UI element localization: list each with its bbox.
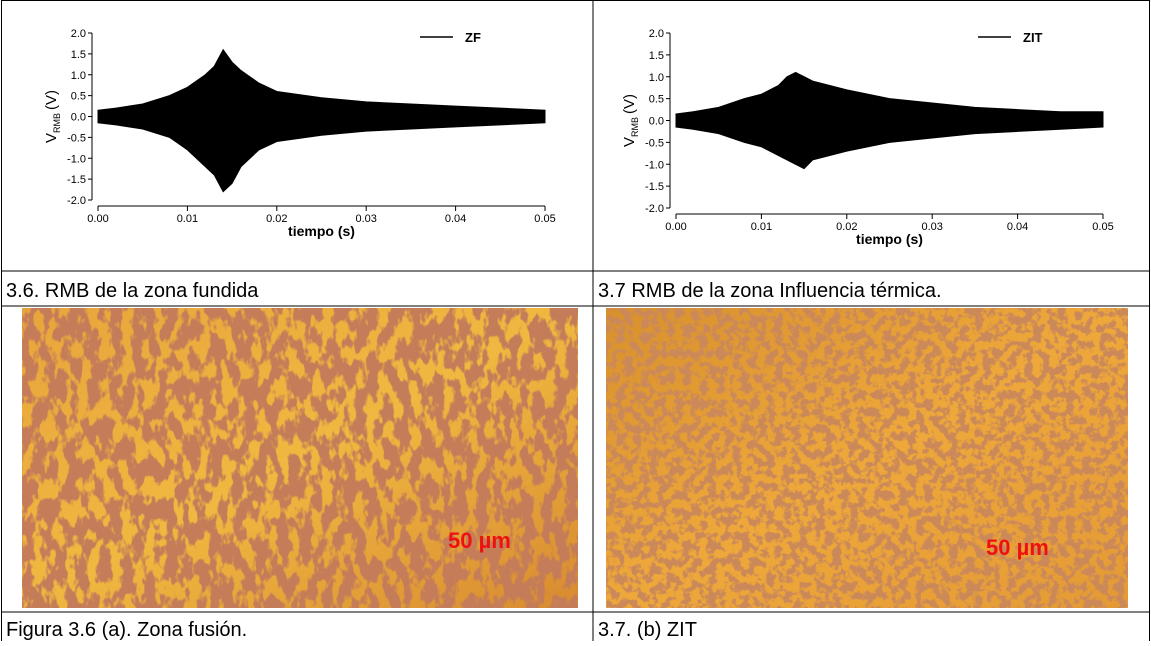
y-tick-label: -0.5 xyxy=(645,137,664,149)
caption: 3.7 RMB de la zona Influencia térmica. xyxy=(598,280,942,302)
y-tick-label: 0.5 xyxy=(71,91,86,103)
y-axis-label: VRMB (V) xyxy=(621,94,640,147)
y-tick-label: -1.5 xyxy=(645,181,664,193)
y-tick-label: 1.5 xyxy=(649,50,664,62)
caption: 3.6. RMB de la zona fundida xyxy=(6,280,259,302)
y-tick-label: 0.0 xyxy=(649,116,664,128)
y-tick-label: 2.0 xyxy=(649,28,664,40)
y-axis-label: VRMB (V) xyxy=(43,90,62,143)
x-tick-label: 0.05 xyxy=(1092,221,1113,233)
x-tick-label: 0.02 xyxy=(836,221,857,233)
y-tick-label: -2.0 xyxy=(67,195,86,207)
y-tick-label: 1.5 xyxy=(71,49,86,61)
y-tick-label: -1.5 xyxy=(67,174,86,186)
y-tick-label: 1.0 xyxy=(71,70,86,82)
y-tick-label: -1.0 xyxy=(645,159,664,171)
x-axis-label: tiempo (s) xyxy=(288,223,355,239)
chart: -2.0 -1.5 -1.0 -0.5 0.0 0.5 1.0 1.5 2.0 0.00 0.01 0… xyxy=(621,28,1114,247)
y-tick-label: -0.5 xyxy=(67,132,86,144)
y-tick-label: -1.0 xyxy=(67,153,86,165)
chart: -2.0 -1.5 -1.0 -0.5 0.0 0.5 1.0 1.5 2.0 0.00 0.01 0… xyxy=(43,28,556,239)
legend-label: ZF xyxy=(465,30,481,45)
x-tick-label: 0.01 xyxy=(751,221,772,233)
x-tick-label: 0.03 xyxy=(921,221,942,233)
scale-label: 50 µm xyxy=(986,535,1049,560)
legend-label: ZIT xyxy=(1023,30,1043,45)
y-tick-label: 0.5 xyxy=(649,94,664,106)
x-tick-label: 0.02 xyxy=(266,213,287,225)
y-tick-label: 2.0 xyxy=(71,28,86,40)
y-tick-label: 1.0 xyxy=(649,72,664,84)
caption: 3.7. (b) ZIT xyxy=(598,619,697,641)
y-label-unit: (V) xyxy=(43,90,60,110)
micrograph: 50 µm xyxy=(22,308,578,608)
y-label-main: V xyxy=(43,133,60,143)
y-label-sub: RMB xyxy=(52,113,62,133)
x-tick-label: 0.04 xyxy=(1007,221,1028,233)
scale-label: 50 µm xyxy=(448,528,511,553)
x-tick-label: 0.03 xyxy=(355,213,376,225)
charts: -2.0 -1.5 -1.0 -0.5 0.0 0.5 1.0 1.5 2.0 0.00 0.01 0… xyxy=(43,28,1114,247)
micrograph: 50 µm xyxy=(606,308,1128,608)
y-label-unit: (V) xyxy=(621,94,638,114)
x-tick-label: 0.01 xyxy=(177,213,198,225)
x-tick-label: 0.00 xyxy=(665,221,686,233)
x-axis-label: tiempo (s) xyxy=(856,231,923,247)
signal-envelope xyxy=(675,71,1104,170)
signal-envelope xyxy=(97,48,546,193)
caption: Figura 3.6 (a). Zona fusión. xyxy=(6,619,247,641)
y-label-main: V xyxy=(621,137,638,147)
x-tick-label: 0.05 xyxy=(534,213,555,225)
y-label-sub: RMB xyxy=(630,117,640,137)
y-tick-label: 0.0 xyxy=(71,112,86,124)
y-tick-label: -2.0 xyxy=(645,203,664,215)
x-tick-label: 0.04 xyxy=(445,213,466,225)
x-tick-label: 0.00 xyxy=(87,213,108,225)
